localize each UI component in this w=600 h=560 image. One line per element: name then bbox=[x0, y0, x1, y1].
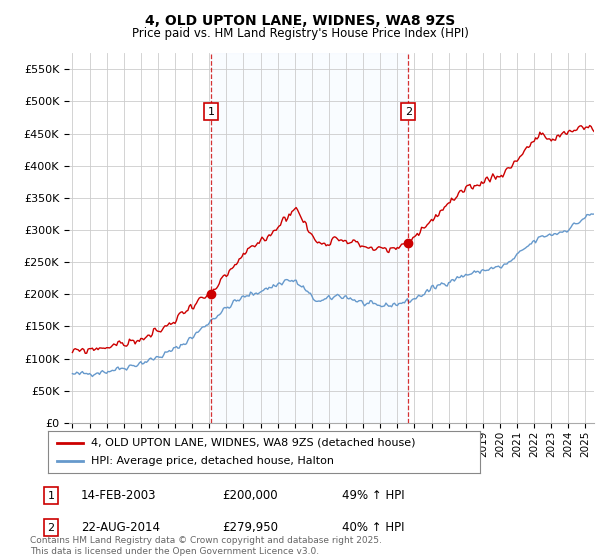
Text: 22-AUG-2014: 22-AUG-2014 bbox=[81, 521, 160, 534]
Text: Contains HM Land Registry data © Crown copyright and database right 2025.
This d: Contains HM Land Registry data © Crown c… bbox=[30, 536, 382, 556]
Bar bbox=[211, 53, 408, 423]
Text: Price paid vs. HM Land Registry's House Price Index (HPI): Price paid vs. HM Land Registry's House … bbox=[131, 27, 469, 40]
Text: £200,000: £200,000 bbox=[222, 489, 278, 502]
Text: 49% ↑ HPI: 49% ↑ HPI bbox=[342, 489, 404, 502]
Text: 4, OLD UPTON LANE, WIDNES, WA8 9ZS: 4, OLD UPTON LANE, WIDNES, WA8 9ZS bbox=[145, 14, 455, 28]
Text: 40% ↑ HPI: 40% ↑ HPI bbox=[342, 521, 404, 534]
Text: 1: 1 bbox=[47, 491, 55, 501]
Text: HPI: Average price, detached house, Halton: HPI: Average price, detached house, Halt… bbox=[91, 456, 334, 466]
Text: £279,950: £279,950 bbox=[222, 521, 278, 534]
Text: 4, OLD UPTON LANE, WIDNES, WA8 9ZS (detached house): 4, OLD UPTON LANE, WIDNES, WA8 9ZS (deta… bbox=[91, 438, 416, 448]
Text: 14-FEB-2003: 14-FEB-2003 bbox=[81, 489, 157, 502]
Text: 2: 2 bbox=[405, 107, 412, 116]
Text: 2: 2 bbox=[47, 522, 55, 533]
Text: 1: 1 bbox=[208, 107, 215, 116]
